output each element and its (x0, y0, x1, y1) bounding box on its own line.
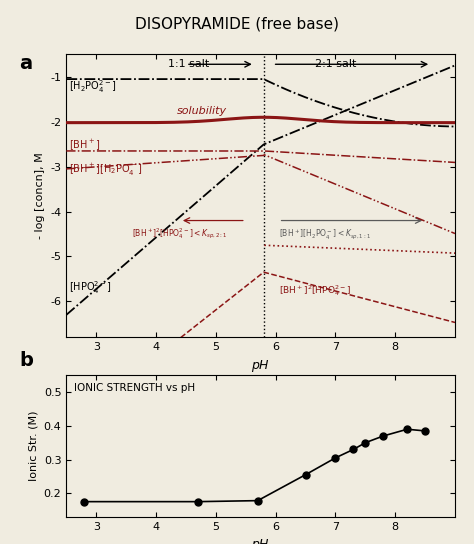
Text: 1:1 salt: 1:1 salt (168, 59, 210, 69)
Text: DISOPYRAMIDE (free base): DISOPYRAMIDE (free base) (135, 16, 339, 32)
Text: $[\mathrm{H_2PO_4^{2-}}]$: $[\mathrm{H_2PO_4^{2-}}]$ (69, 78, 117, 95)
Text: $[\mathrm{BH^+}]^2[\mathrm{HPO_4^{2-}}]$: $[\mathrm{BH^+}]^2[\mathrm{HPO_4^{2-}}]$ (279, 283, 351, 298)
Text: $[\mathrm{BH^+}][\mathrm{H_2PO_4^-}]$: $[\mathrm{BH^+}][\mathrm{H_2PO_4^-}]$ (69, 162, 143, 178)
Text: a: a (19, 54, 32, 73)
Text: $[\mathrm{BH^+}]$: $[\mathrm{BH^+}]$ (69, 137, 101, 152)
Y-axis label: Ionic Str. (M): Ionic Str. (M) (28, 411, 38, 481)
Text: b: b (19, 351, 33, 370)
Text: 2:1 salt: 2:1 salt (315, 59, 356, 69)
Text: $[\mathrm{BH}^+]^2[\mathrm{HPO_4^{2-}}] < K_{sp,2:1}$: $[\mathrm{BH}^+]^2[\mathrm{HPO_4^{2-}}] … (132, 226, 228, 241)
X-axis label: $pH$: $pH$ (251, 537, 270, 544)
Text: solubility: solubility (177, 106, 227, 116)
Y-axis label: - log [concn], M: - log [concn], M (35, 152, 45, 239)
Text: IONIC STRENGTH vs pH: IONIC STRENGTH vs pH (73, 382, 195, 393)
Text: $[\mathrm{BH}^+][\mathrm{H_2PO_4^-}] < K_{sp,1:1}$: $[\mathrm{BH}^+][\mathrm{H_2PO_4^-}] < K… (279, 227, 371, 241)
Text: $[\mathrm{HPO_4^{2-}}]$: $[\mathrm{HPO_4^{2-}}]$ (69, 280, 112, 296)
X-axis label: $pH$: $pH$ (251, 358, 270, 374)
